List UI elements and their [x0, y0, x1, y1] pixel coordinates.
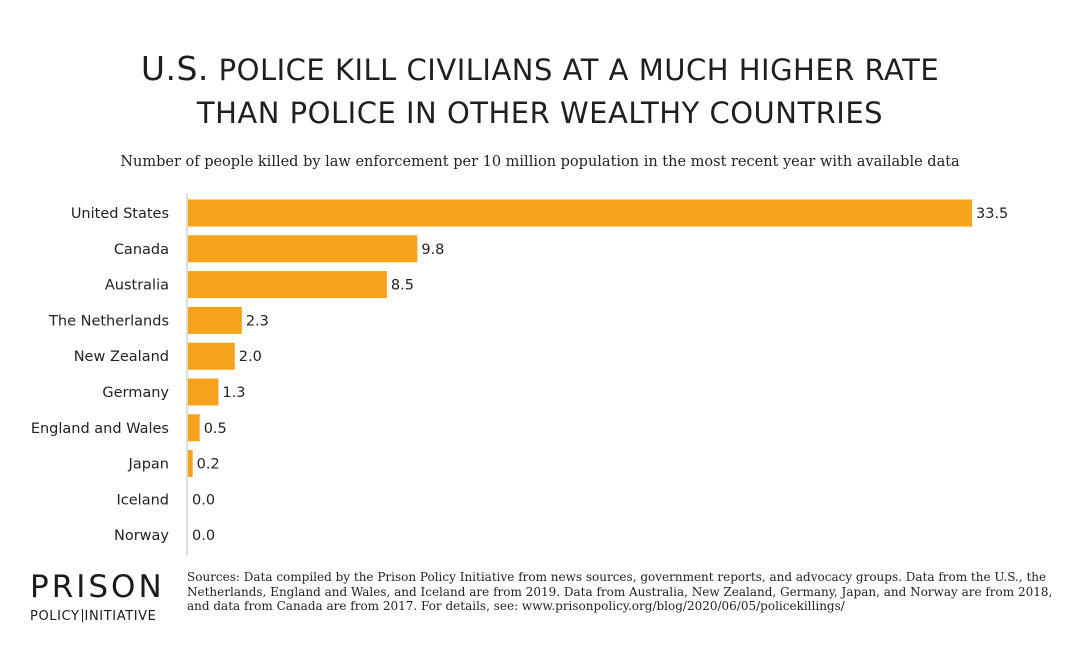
bar-australia: [188, 271, 387, 299]
logo-top-word: PRISON: [30, 569, 165, 605]
logo-divider: [81, 609, 83, 622]
bar-the-netherlands: [188, 306, 242, 334]
category-label-norway: Norway: [114, 528, 169, 544]
value-label-japan: 0.2: [197, 457, 220, 473]
chart-subtitle: Number of people killed by law enforceme…: [120, 154, 960, 170]
logo-policy: POLICY: [30, 609, 80, 624]
value-label-the-netherlands: 2.3: [246, 313, 269, 329]
category-label-canada: Canada: [114, 242, 169, 258]
bar-canada: [188, 235, 418, 263]
bar-england-and-wales: [188, 414, 200, 442]
logo-bottom-line: POLICY INITIATIVE: [30, 609, 165, 624]
bar-japan: [188, 450, 193, 478]
category-label-new-zealand: New Zealand: [74, 349, 169, 365]
category-label-australia: Australia: [105, 278, 169, 294]
bar-united-states: [188, 199, 972, 227]
category-label-iceland: Iceland: [117, 492, 169, 508]
chart-title-rest: police kill civilians at a much higher r…: [208, 53, 940, 87]
category-label-germany: Germany: [102, 385, 169, 401]
bar-new-zealand: [188, 342, 235, 370]
value-label-norway: 0.0: [192, 528, 215, 544]
value-label-australia: 8.5: [391, 278, 414, 294]
chart-title-line-1: U.S. police kill civilians at a much hig…: [0, 52, 1080, 85]
prison-policy-initiative-logo: PRISON POLICY INITIATIVE: [30, 569, 165, 625]
value-label-new-zealand: 2.0: [239, 349, 262, 365]
category-label-the-netherlands: The Netherlands: [48, 313, 169, 329]
category-label-united-states: United States: [71, 206, 169, 222]
bar-germany: [188, 378, 219, 406]
chart-title-line-2: than police in other wealthy countries: [196, 96, 884, 130]
value-label-germany: 1.3: [222, 385, 245, 401]
value-label-canada: 9.8: [421, 242, 444, 258]
bar-chart: United States 33.5 Canada 9.8 Australia 8.5 Th…: [31, 193, 1008, 556]
sources-note: Sources: Data compiled by the Prison Pol…: [187, 570, 1053, 613]
value-label-united-states: 33.5: [976, 206, 1008, 222]
category-label-japan: Japan: [128, 457, 169, 473]
logo-initiative: INITIATIVE: [84, 609, 157, 624]
chart-title-lead: U.S.: [140, 49, 209, 88]
value-label-iceland: 0.0: [192, 492, 215, 508]
value-label-england-and-wales: 0.5: [204, 421, 227, 437]
category-label-england-and-wales: England and Wales: [31, 421, 169, 437]
